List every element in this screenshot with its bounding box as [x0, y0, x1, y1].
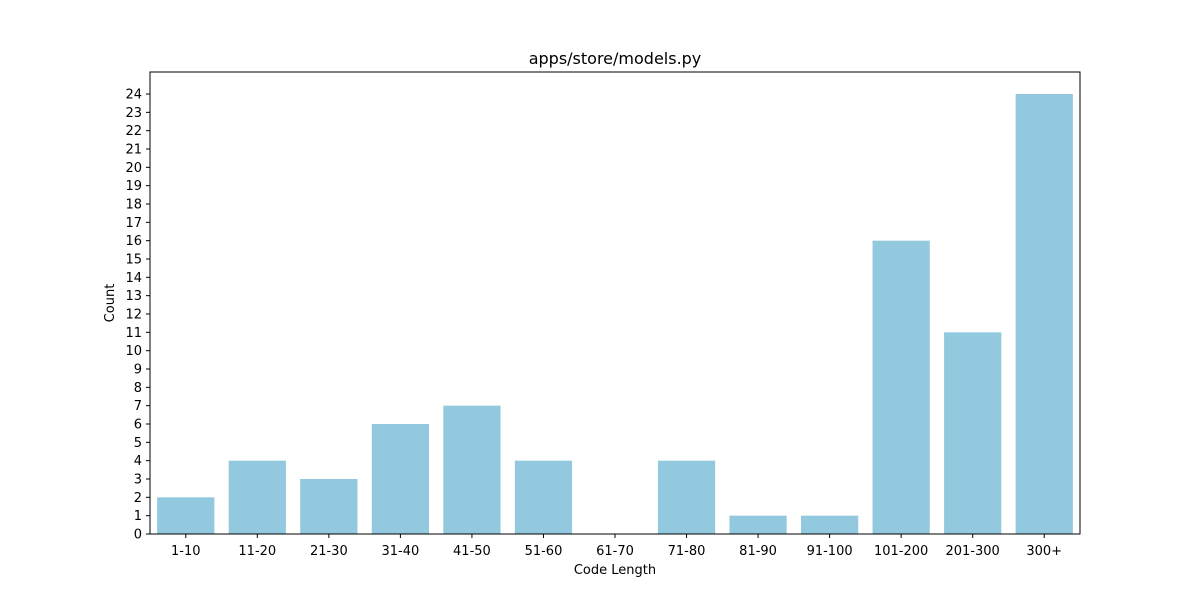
x-tick-label: 300+: [1026, 544, 1062, 559]
bar-1-10: [157, 497, 215, 534]
bar-71-80: [657, 460, 716, 534]
x-axis-title: Code Length: [574, 563, 656, 578]
y-tick-label: 2: [134, 491, 142, 506]
y-tick-label: 13: [125, 289, 142, 304]
bar-91-100: [801, 515, 859, 534]
bar-21-30: [300, 479, 358, 534]
bar-51-60: [514, 460, 573, 534]
bar-81-90: [729, 515, 787, 534]
x-tick-label: 31-40: [381, 544, 419, 559]
x-tick-label: 101-200: [874, 544, 928, 559]
y-tick-label: 24: [125, 88, 142, 103]
ticks-layer: 1-10 11-20 21-30 31-40 41-50 51-60 61-70 71-80 8…: [125, 88, 1062, 560]
y-tick-label: 12: [125, 308, 142, 323]
y-tick-label: 3: [134, 473, 142, 488]
y-tick-label: 4: [134, 454, 142, 469]
y-tick-label: 14: [125, 271, 142, 286]
x-tick-label: 11-20: [238, 544, 276, 559]
x-tick-label: 91-100: [807, 544, 853, 559]
y-tick-label: 23: [125, 106, 142, 121]
y-tick-label: 17: [125, 216, 142, 231]
bars-layer: [157, 94, 1073, 535]
y-tick-label: 7: [134, 399, 142, 414]
x-tick-label: 201-300: [946, 544, 1000, 559]
x-tick-label: 21-30: [310, 544, 348, 559]
y-tick-label: 10: [125, 344, 142, 359]
bar-31-40: [371, 424, 429, 534]
y-tick-label: 0: [134, 528, 142, 543]
y-tick-label: 11: [125, 326, 142, 341]
y-tick-label: 6: [134, 418, 142, 433]
y-axis-title: Count: [103, 284, 118, 323]
y-tick-label: 16: [125, 234, 142, 249]
bar-201-300: [944, 332, 1002, 534]
y-tick-label: 22: [125, 124, 142, 139]
y-tick-label: 9: [134, 363, 142, 378]
bar-101-200: [872, 240, 930, 535]
x-tick-label: 51-60: [525, 544, 563, 559]
x-tick-label: 81-90: [739, 544, 777, 559]
chart-title: apps/store/models.py: [529, 49, 702, 68]
bar-41-50: [443, 405, 501, 534]
y-tick-label: 5: [134, 436, 142, 451]
bar-300+: [1015, 94, 1073, 534]
y-tick-label: 20: [125, 161, 142, 176]
bar-11-20: [228, 460, 286, 534]
y-tick-label: 19: [125, 179, 142, 194]
x-tick-label: 71-80: [668, 544, 706, 559]
x-tick-label: 61-70: [596, 544, 634, 559]
y-tick-label: 15: [125, 253, 142, 268]
y-tick-label: 18: [125, 198, 142, 213]
x-tick-label: 41-50: [453, 544, 491, 559]
plot-frame: [149, 71, 1081, 535]
y-tick-label: 21: [125, 143, 142, 158]
y-tick-label: 1: [134, 509, 142, 524]
y-tick-label: 8: [134, 381, 142, 396]
x-tick-label: 1-10: [171, 544, 201, 559]
